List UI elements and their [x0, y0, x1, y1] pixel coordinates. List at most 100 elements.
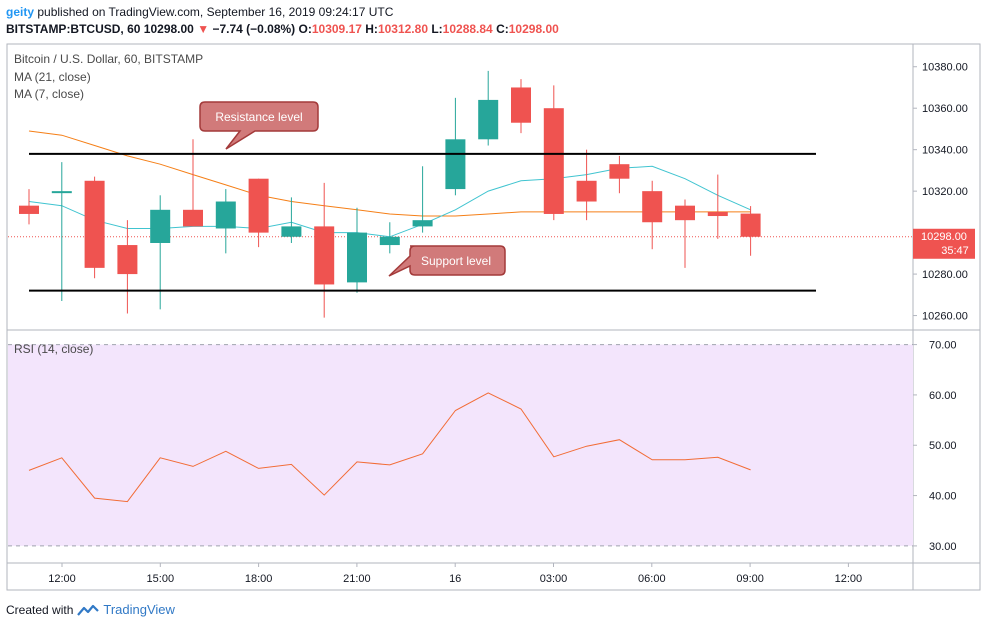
ma7-legend: MA (7, close) [14, 87, 85, 101]
support-callout: Support level [388, 245, 506, 277]
candle [248, 178, 269, 248]
candle-body [642, 191, 663, 223]
candle [150, 195, 171, 310]
candle [478, 70, 499, 146]
symbol-label: BITSTAMP:BTCUSD, 60 [6, 22, 141, 36]
price-tag-timer: 35:47 [941, 245, 969, 257]
ma21-line [28, 130, 751, 217]
candle-body [281, 226, 302, 237]
candle [379, 222, 400, 254]
publish-line: geity published on TradingView.com, Sept… [6, 5, 393, 19]
created-with-text: Created with [6, 602, 74, 617]
time-tick-label: 06:00 [638, 573, 666, 585]
rsi-tick-label: 60.00 [929, 390, 957, 402]
support-callout-text: Support level [421, 254, 491, 268]
candle [609, 155, 630, 194]
low-label: L: [431, 22, 443, 36]
candle-body [379, 236, 400, 246]
price-tick-label: 10360.00 [922, 103, 968, 115]
candle [347, 207, 367, 293]
footer: Created with TradingView [6, 602, 175, 617]
tradingview-brand-link[interactable]: TradingView [103, 602, 175, 617]
candle [576, 149, 597, 221]
candle-body [576, 180, 597, 202]
down-arrow-icon: ▼ [197, 22, 210, 36]
candle [281, 197, 302, 243]
candle [707, 174, 728, 239]
candle [314, 182, 335, 318]
low-value: 10288.84 [442, 22, 493, 36]
candle-body [314, 226, 335, 285]
candle-body [215, 201, 236, 229]
candle [675, 199, 695, 268]
candle-body [347, 232, 367, 283]
rsi-band [8, 344, 913, 546]
candle-body [84, 180, 105, 268]
candle-body [51, 191, 72, 194]
rsi-tick-label: 40.00 [929, 491, 957, 503]
chart-title: Bitcoin / U.S. Dollar, 60, BITSTAMP [14, 52, 204, 66]
ma21-legend: MA (21, close) [14, 70, 91, 84]
chart-frame [6, 43, 981, 591]
candle-body [740, 213, 761, 237]
time-tick-label: 12:00 [48, 573, 76, 585]
resistance-callout-text: Resistance level [215, 110, 302, 124]
candle [740, 206, 761, 256]
candle-body [412, 220, 433, 227]
price-tick-label: 10280.00 [922, 269, 968, 281]
time-tick-label: 15:00 [147, 573, 175, 585]
candle-body [675, 205, 695, 221]
price-axis: 10260.0010280.0010300.0010320.0010340.00… [913, 62, 968, 323]
price-tag: 10298.00 35:47 [913, 228, 975, 259]
candle [642, 180, 663, 250]
close-label: C: [496, 22, 509, 36]
ohlc-line: BITSTAMP:BTCUSD, 60 10298.00 ▼ −7.74 (−0… [6, 22, 559, 36]
rsi-line [28, 392, 751, 503]
time-tick-label: 21:00 [343, 573, 371, 585]
candle [117, 220, 138, 314]
candle-body [150, 209, 171, 243]
rsi-tick-label: 30.00 [929, 541, 957, 553]
candle-body [707, 211, 728, 217]
price-tag-value: 10298.00 [921, 231, 967, 243]
candle-body [511, 87, 531, 123]
candle-body [609, 164, 630, 179]
time-tick-label: 03:00 [540, 573, 568, 585]
candle-body [19, 205, 39, 214]
candle [183, 139, 203, 227]
candle [412, 166, 433, 233]
candle [51, 162, 72, 302]
candle [19, 189, 39, 225]
candle-body [478, 99, 499, 140]
rsi-legend: RSI (14, close) [14, 342, 94, 356]
candle-body [117, 245, 138, 275]
high-label: H: [365, 22, 378, 36]
candle [84, 176, 105, 279]
candle-body [543, 108, 564, 214]
price-tick-label: 10320.00 [922, 186, 968, 198]
last-price: 10298.00 [143, 22, 194, 36]
rsi-axis: 30.00 40.00 50.00 60.00 70.00 [913, 340, 957, 553]
price-tick-label: 10260.00 [922, 311, 968, 323]
rsi-tick-label: 50.00 [929, 440, 957, 452]
open-label: O: [298, 22, 312, 36]
price-change: −7.74 (−0.08%) [212, 22, 296, 36]
resistance-callout: Resistance level [199, 101, 319, 150]
close-value: 10298.00 [508, 22, 559, 36]
candle-body [248, 178, 269, 233]
candle-body [445, 139, 466, 190]
candles [19, 70, 761, 318]
time-tick-label: 12:00 [835, 573, 863, 585]
open-value: 10309.17 [311, 22, 362, 36]
tradingview-logo-icon [77, 604, 100, 616]
candle [215, 189, 236, 254]
candle [445, 97, 466, 196]
candle [511, 79, 531, 134]
author-link[interactable]: geity [6, 5, 35, 19]
high-value: 10312.80 [377, 22, 428, 36]
candle [543, 85, 564, 221]
price-tick-label: 10340.00 [922, 145, 968, 157]
time-tick-label: 09:00 [736, 573, 764, 585]
time-tick-label: 18:00 [245, 573, 273, 585]
